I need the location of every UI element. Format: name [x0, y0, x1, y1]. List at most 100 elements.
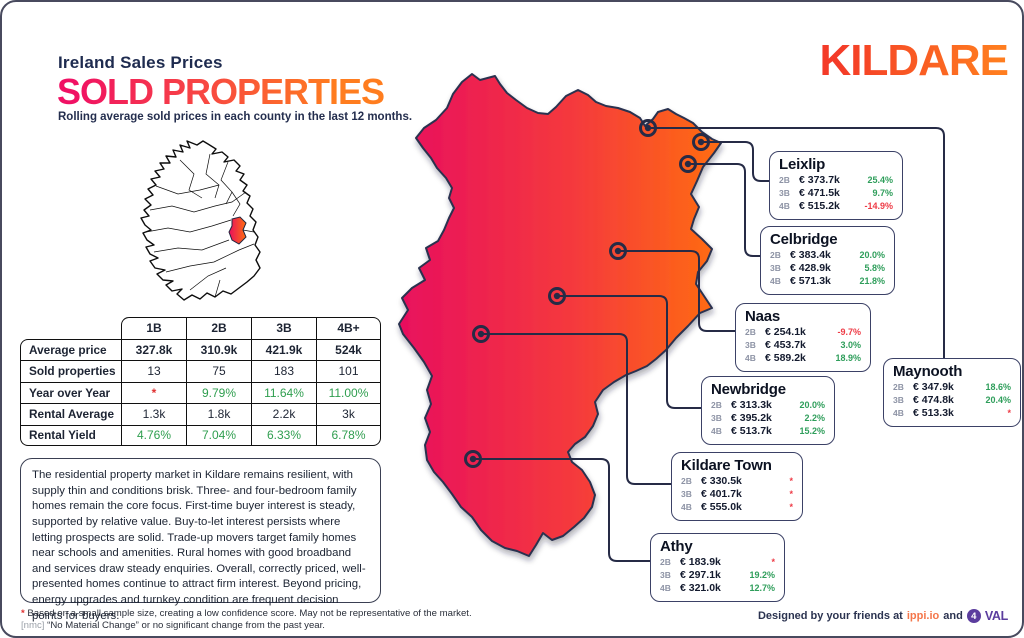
table-cell: *	[121, 381, 186, 403]
yoy-pct: 21.8%	[859, 276, 885, 287]
bed-label: 2B	[711, 400, 722, 410]
table-cell: 11.64%	[251, 381, 316, 403]
ippi-link[interactable]: ippi.io	[906, 610, 940, 622]
table-row-label: Year over Year	[20, 381, 121, 403]
connector-naas	[618, 250, 737, 332]
bed-label: 2B	[893, 382, 904, 392]
credit-line: Designed by your friends at ippi.io and …	[758, 609, 1008, 623]
callout-maynooth: Maynooth 2B € 347.9k 18.6% 3B € 474.8k 20.4%…	[883, 358, 1021, 427]
table-cell: 4.76%	[121, 424, 186, 446]
table-cell: 2.2k	[251, 403, 316, 425]
table-cell: 1.8k	[186, 403, 251, 425]
bed-label: 3B	[711, 413, 722, 424]
connector-leixlip	[701, 141, 771, 182]
table-cell: 421.9k	[251, 338, 316, 360]
yoy-pct: 19.2%	[749, 570, 775, 581]
table-cell: 9.79%	[186, 381, 251, 403]
yoy-pct: 9.7%	[872, 188, 893, 199]
callout-kildare-town: Kildare Town 2B € 330.5k * 3B € 401.7k * 4B €…	[671, 452, 803, 521]
marker-celbridge	[679, 155, 697, 173]
price: € 254.1k	[765, 326, 806, 338]
price: € 428.9k	[790, 262, 831, 275]
page-subtitle: Rolling average sold prices in each coun…	[58, 111, 413, 123]
callout-celbridge: Celbridge 2B € 383.4k 20.0% 3B € 428.9k 5.8%…	[760, 226, 895, 295]
town-name: Maynooth	[893, 363, 963, 380]
table-cell: 13	[121, 360, 186, 382]
price: € 383.4k	[790, 249, 831, 261]
4val-link[interactable]: VAL	[984, 609, 1008, 623]
table-cell: 310.9k	[186, 338, 251, 360]
bed-label: 2B	[745, 327, 756, 337]
yoy-pct: 15.2%	[799, 426, 825, 437]
connector-kildare-town	[481, 333, 673, 485]
footnote-asterisk-text: Based on a small sample size, creating a…	[27, 608, 472, 619]
yoy-pct: *	[789, 502, 793, 513]
ireland-outline	[140, 140, 261, 301]
4val-logo-icon: 4	[966, 609, 981, 623]
table-col-header: 4B+	[316, 317, 381, 339]
table-row-label: Rental Yield	[20, 424, 121, 446]
price: € 373.7k	[799, 174, 840, 186]
table-corner-cell	[20, 317, 121, 339]
summary-table: 1B 2B 3B 4B+ Average price 327.8k 310.9k…	[20, 317, 381, 446]
credit-joiner: and	[943, 610, 963, 622]
town-name: Newbridge	[711, 381, 786, 398]
table-cell: 7.04%	[186, 424, 251, 446]
price: € 515.2k	[799, 200, 840, 213]
page-title: SOLD PROPERTIES	[57, 71, 385, 112]
bed-label: 4B	[711, 426, 722, 437]
yoy-pct: 18.9%	[835, 353, 861, 364]
connector-newbridge	[557, 295, 703, 409]
bed-label: 2B	[779, 175, 790, 185]
town-name: Kildare Town	[681, 457, 772, 474]
table-row-label: Sold properties	[20, 360, 121, 382]
bed-label: 2B	[681, 476, 692, 486]
table-cell: 327.8k	[121, 338, 186, 360]
price: € 330.5k	[701, 475, 742, 487]
bed-label: 3B	[745, 340, 756, 351]
price: € 395.2k	[731, 412, 772, 425]
yoy-pct: 5.8%	[864, 263, 885, 274]
page-kicker: Ireland Sales Prices	[58, 53, 223, 72]
table-cell: 183	[251, 360, 316, 382]
ireland-minimap	[140, 140, 261, 301]
table-col-header: 3B	[251, 317, 316, 339]
callout-naas: Naas 2B € 254.1k -9.7% 3B € 453.7k 3.0% 4B € …	[735, 303, 871, 372]
town-name: Athy	[660, 538, 693, 555]
bed-label: 4B	[681, 502, 692, 513]
price: € 471.5k	[799, 187, 840, 200]
bed-label: 2B	[770, 250, 781, 260]
town-name: Celbridge	[770, 231, 838, 248]
table-row-label: Rental Average	[20, 403, 121, 425]
market-summary-text: The residential property market in Kilda…	[20, 458, 381, 622]
table-cell: 101	[316, 360, 381, 382]
marker-newbridge	[548, 287, 566, 305]
bed-label: 3B	[770, 263, 781, 274]
nmc-mark: [nmc]	[21, 620, 45, 631]
table-col-header: 2B	[186, 317, 251, 339]
callout-newbridge: Newbridge 2B € 313.3k 20.0% 3B € 395.2k 2.2%…	[701, 376, 835, 445]
price: € 183.9k	[680, 556, 721, 568]
price: € 347.9k	[913, 381, 954, 393]
town-name: Leixlip	[779, 156, 826, 173]
table-cell: 6.78%	[316, 424, 381, 446]
price: € 513.3k	[913, 407, 954, 420]
bed-label: 3B	[660, 570, 671, 581]
yoy-pct: 18.6%	[985, 382, 1011, 392]
town-name: Naas	[745, 308, 781, 325]
table-cell: 75	[186, 360, 251, 382]
price: € 474.8k	[913, 394, 954, 407]
yoy-pct: *	[789, 489, 793, 500]
yoy-pct: -9.7%	[837, 327, 861, 337]
price: € 589.2k	[765, 352, 806, 365]
yoy-pct: 3.0%	[840, 340, 861, 351]
bed-label: 4B	[779, 201, 790, 212]
yoy-pct: 25.4%	[867, 175, 893, 185]
bed-label: 3B	[681, 489, 692, 500]
table-col-header: 1B	[121, 317, 186, 339]
price: € 313.3k	[731, 399, 772, 411]
table-row-label: Average price	[20, 338, 121, 360]
bed-label: 4B	[893, 408, 904, 419]
